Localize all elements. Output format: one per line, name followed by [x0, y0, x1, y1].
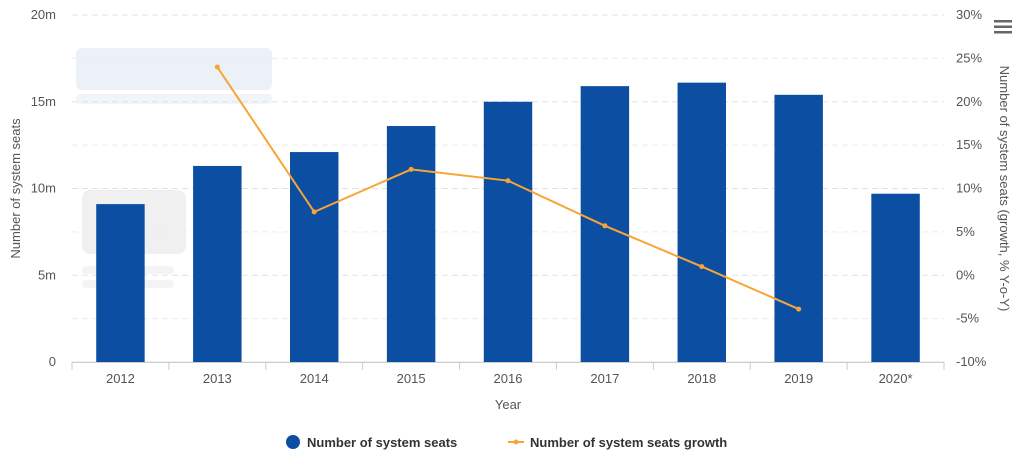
bar	[290, 152, 339, 362]
y2-axis-title: Number of system seats (growth, % Y-o-Y)	[997, 66, 1012, 312]
legend-bar-swatch	[286, 435, 300, 449]
y2-tick-label: 0%	[956, 267, 975, 282]
y-tick-label: 0	[49, 354, 56, 369]
bar	[483, 101, 533, 362]
bar	[677, 82, 726, 362]
legend: Number of system seats Number of system s…	[286, 435, 727, 450]
x-tick-label: 2016	[494, 371, 523, 386]
y2-tick-label: -10%	[956, 354, 987, 369]
y2-tick-label: 30%	[956, 7, 982, 22]
line-series	[214, 64, 802, 312]
x-tick-label: 2015	[397, 371, 426, 386]
y-axis-title: Number of system seats	[8, 118, 23, 259]
x-tick-label: 2014	[300, 371, 329, 386]
line-point	[796, 306, 802, 312]
capa-logo	[76, 48, 272, 104]
bar	[386, 126, 436, 362]
legend-bar-label: Number of system seats	[307, 435, 457, 450]
y-tick-label: 15m	[31, 94, 56, 109]
x-axis-title: Year	[495, 397, 522, 412]
y-tick-label: 5m	[38, 267, 56, 282]
bar	[774, 94, 823, 362]
x-tick-label: 2013	[203, 371, 232, 386]
y2-tick-label: 10%	[956, 181, 982, 196]
y2-tick-label: 5%	[956, 224, 975, 239]
x-tick-label: 2020*	[879, 371, 913, 386]
line-point	[602, 223, 608, 229]
x-tick-label: 2019	[784, 371, 813, 386]
y2-tick-label: 15%	[956, 137, 982, 152]
bar	[193, 165, 242, 362]
y-tick-label: 20m	[31, 7, 56, 22]
line-point	[311, 209, 317, 215]
hamburger-menu-icon[interactable]	[994, 20, 1012, 34]
line-point	[214, 64, 220, 70]
x-tick-label: 2017	[590, 371, 619, 386]
legend-line-marker	[513, 439, 519, 445]
y2-tick-label: 20%	[956, 94, 982, 109]
bar	[871, 193, 920, 362]
legend-line-label: Number of system seats growth	[530, 435, 727, 450]
y-tick-label: 10m	[31, 181, 56, 196]
bar	[96, 204, 145, 362]
bar-series	[96, 82, 920, 362]
y2-tick-label: -5%	[956, 311, 980, 326]
line-point	[505, 178, 511, 184]
line-point	[699, 264, 705, 270]
x-tick-label: 2018	[687, 371, 716, 386]
axes: 0 5m 10m 15m 20m -10% -5% 0% 5% 10% 15% 20% 25% 30% 20…	[8, 7, 1012, 412]
x-tick-label: 2012	[106, 371, 135, 386]
y2-tick-label: 25%	[956, 50, 982, 65]
line-point	[408, 166, 414, 172]
